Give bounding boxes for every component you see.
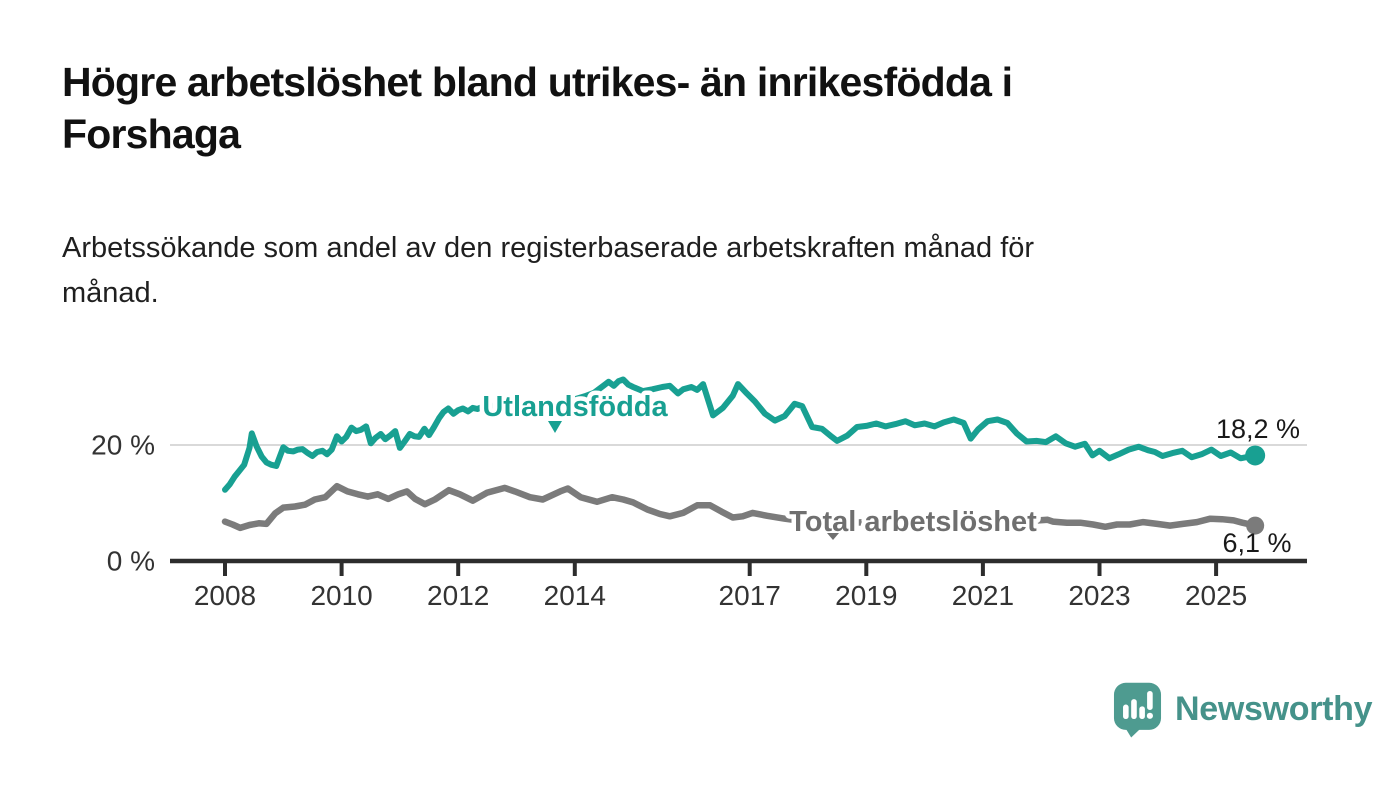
newsworthy-speech-bubble-bar-chart-icon	[1113, 682, 1162, 738]
x-tick-label-2010: 2010	[310, 580, 372, 611]
page-subtitle-line2: månad.	[62, 276, 159, 309]
series-line-1	[221, 482, 1259, 532]
page-title-line2: Forshaga	[62, 111, 241, 158]
x-tick-label-2012: 2012	[427, 580, 489, 611]
y-tick-label-0: 0 %	[107, 546, 155, 577]
y-axis: 0 % 20 %	[91, 430, 155, 577]
page-title: Högre arbetslöshet bland utrikes- än inr…	[62, 56, 1342, 161]
series-end-value-label-0: 18,2 %	[1216, 414, 1300, 444]
series-lines	[221, 376, 1259, 532]
y-tick-label-20: 20 %	[91, 430, 155, 461]
x-axis: 2008 2010 2012 2014 2017 2019 2021 2023 2025	[170, 558, 1307, 611]
x-tick-label-2021: 2021	[952, 580, 1014, 611]
series-line-0	[222, 376, 1259, 493]
page-subtitle-line1: Arbetssökande som andel av den registerb…	[62, 232, 1035, 264]
series-label-1: Total arbetslöshet	[789, 506, 1037, 538]
series-labels: Utlandsfödda Total arbetslöshet	[478, 387, 1042, 543]
series-label-pointer-icon-0	[548, 421, 562, 433]
x-tick-label-2019: 2019	[835, 580, 897, 611]
x-tick-label-2025: 2025	[1185, 580, 1247, 611]
x-tick-label-2014: 2014	[544, 580, 606, 611]
page-subtitle: Arbetssökande som andel av den registerb…	[62, 226, 1272, 316]
series-end-value-label-1: 6,1 %	[1222, 528, 1291, 558]
x-tick-label-2008: 2008	[194, 580, 256, 611]
newsworthy-logo-text: Newsworthy	[1175, 690, 1373, 728]
series-end-dot-1	[1246, 516, 1265, 535]
series-label-pointer-icon-1	[827, 533, 839, 540]
page-title-line1: Högre arbetslöshet bland utrikes- än inr…	[62, 59, 1013, 105]
series-end-dot-0	[1245, 445, 1266, 466]
x-tick-label-2023: 2023	[1068, 580, 1130, 611]
series-label-0: Utlandsfödda	[482, 391, 668, 423]
x-tick-label-2017: 2017	[719, 580, 781, 611]
series-end-markers: 18,2 % 6,1 %	[1216, 414, 1300, 558]
newsworthy-logo: Newsworthy	[1112, 681, 1373, 738]
